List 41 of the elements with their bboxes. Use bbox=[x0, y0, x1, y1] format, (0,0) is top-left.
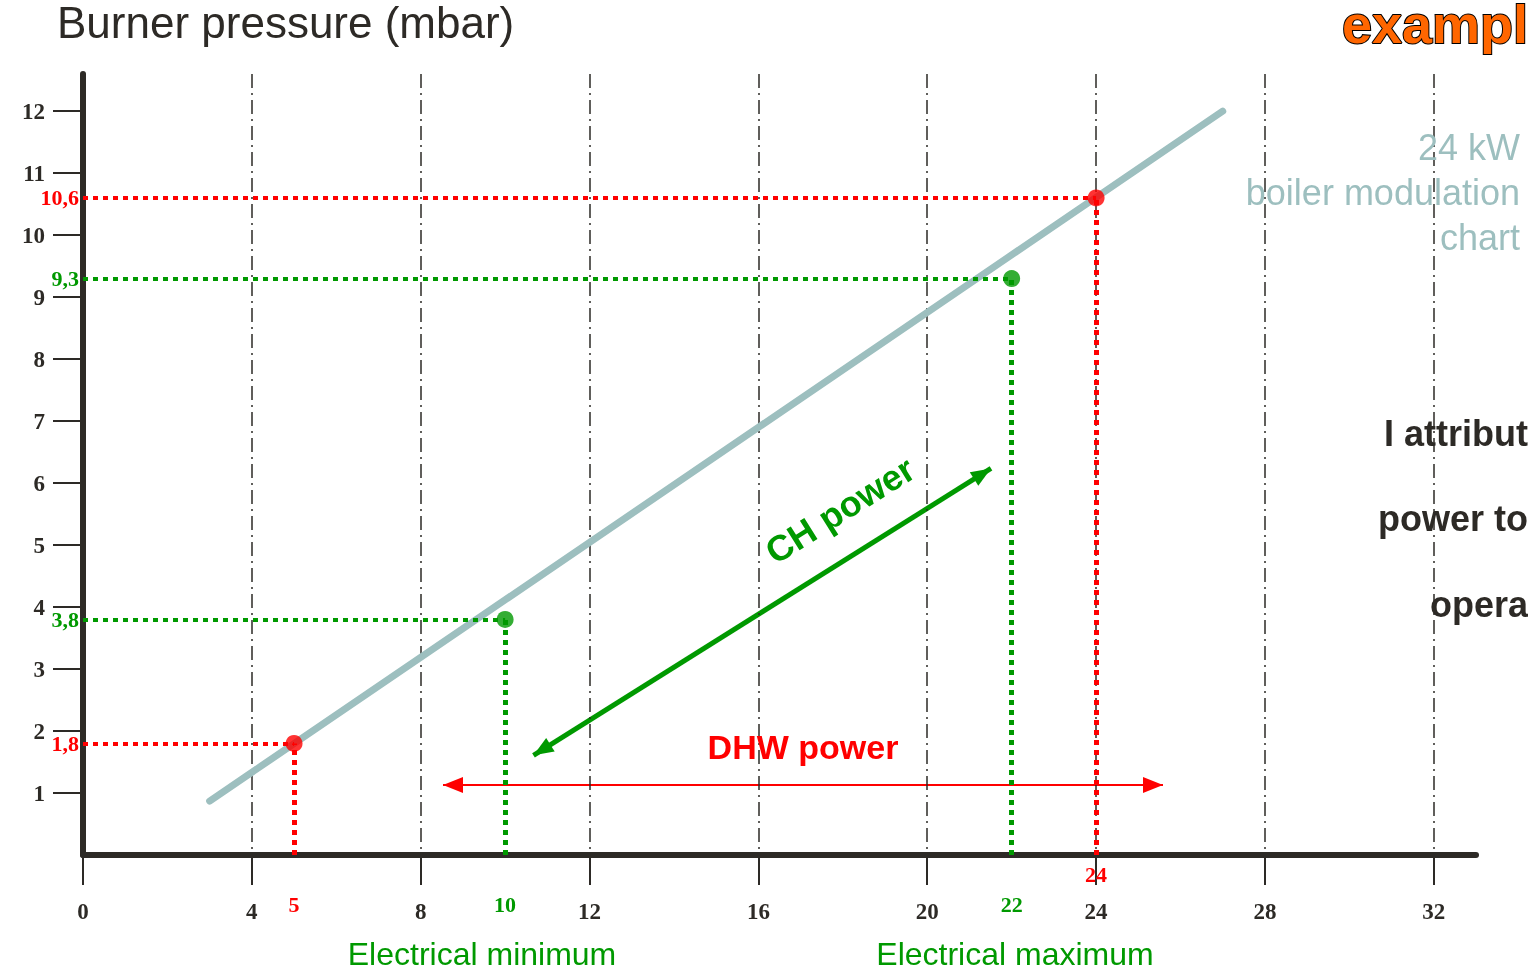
ref-line-label: 10 bbox=[494, 891, 517, 917]
x-tick-label: 0 bbox=[77, 899, 89, 924]
annotation: power to bbox=[1378, 498, 1528, 540]
ref-line-label: 22 bbox=[1000, 891, 1023, 917]
x-tick-label: 20 bbox=[915, 899, 939, 924]
point bbox=[496, 610, 514, 628]
ref-line-label: 9,3 bbox=[51, 266, 79, 292]
annotation: DHW power bbox=[707, 728, 899, 766]
point bbox=[285, 734, 303, 752]
point bbox=[1087, 189, 1105, 207]
ref-line-label: 10,6 bbox=[40, 185, 79, 211]
x-tick-label: 8 bbox=[414, 899, 427, 924]
y-tick-label: 9 bbox=[33, 284, 45, 310]
y-tick-label: 8 bbox=[33, 346, 45, 372]
text: Electrical minimum bbox=[347, 936, 617, 969]
y-tick-label: 1 bbox=[33, 780, 45, 806]
ref-line-label: 1,8 bbox=[51, 730, 79, 756]
y-tick-label: 4 bbox=[33, 594, 46, 620]
annotation: I attribut bbox=[1384, 413, 1528, 455]
y-axis-title: Burner pressure (mbar) bbox=[57, 0, 515, 47]
text: Electrical maximum bbox=[876, 936, 1154, 969]
annotation: 24 kW boiler modulation chart bbox=[1245, 127, 1521, 258]
y-tick-label: 3 bbox=[33, 656, 45, 682]
y-tick-label: 6 bbox=[33, 470, 45, 496]
ref-line-label: 3,8 bbox=[51, 606, 79, 632]
x-tick-label: 12 bbox=[578, 899, 602, 924]
y-tick-label: 11 bbox=[23, 160, 45, 186]
x-tick-label: 28 bbox=[1253, 899, 1277, 924]
x-tick-label: 16 bbox=[746, 899, 770, 924]
x-tick-label: 24 bbox=[1084, 899, 1109, 924]
y-tick-label: 10 bbox=[22, 222, 45, 248]
y-tick-label: 2 bbox=[33, 718, 45, 744]
x-tick-label: 32 bbox=[1422, 899, 1446, 924]
point bbox=[1003, 270, 1021, 288]
text: exampl bbox=[1341, 0, 1528, 55]
y-tick-label: 7 bbox=[33, 408, 45, 434]
x-tick-label: 4 bbox=[246, 899, 259, 924]
ref-line-label: 5 bbox=[288, 891, 300, 917]
y-tick-label: 5 bbox=[33, 532, 45, 558]
y-tick-label: 12 bbox=[22, 98, 45, 124]
annotation: opera bbox=[1429, 584, 1528, 626]
